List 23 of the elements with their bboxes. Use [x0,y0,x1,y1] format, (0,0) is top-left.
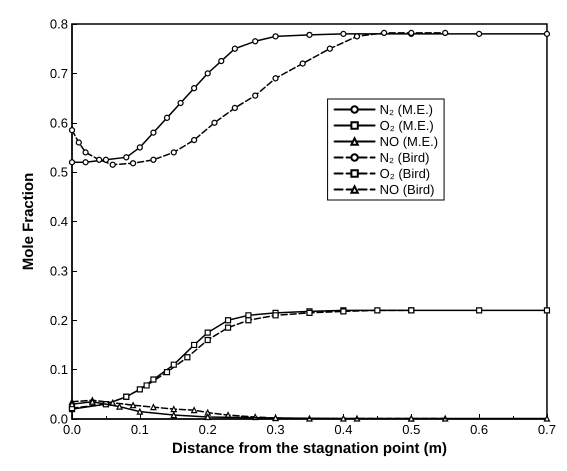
legend-label: O₂ (M.E.) [380,118,434,133]
y-tick-label: 0.6 [50,115,68,130]
legend-label: NO (M.E.) [380,134,438,149]
y-tick-label: 0.1 [50,362,68,378]
x-tick-label: 0.5 [402,422,420,437]
y-tick-label: 0.4 [50,214,68,229]
legend-label: O₂ (Bird) [380,166,430,181]
legend-label: NO (Bird) [380,182,434,197]
x-tick-label: 0.6 [470,422,488,437]
legend-label: N₂ (M.E.) [380,102,434,117]
y-tick-label: 0.8 [50,16,68,32]
x-tick-label: 0.7 [538,422,556,437]
y-tick-label: 0.5 [50,164,68,180]
x-tick-label: 0.2 [198,422,217,437]
x-tick-label: 0.4 [334,422,352,437]
x-tick-label: 0.1 [130,422,149,437]
y-axis-title: Mole Fraction [20,172,37,270]
x-tick-label: 0.3 [266,422,285,437]
y-tick-label: 0.2 [50,312,68,328]
y-tick-label: 0.3 [50,263,68,278]
legend-label: N₂ (Bird) [380,150,430,165]
y-tick-label: 0.7 [50,66,68,81]
x-axis-title: Distance from the stagnation point (m) [172,440,447,457]
